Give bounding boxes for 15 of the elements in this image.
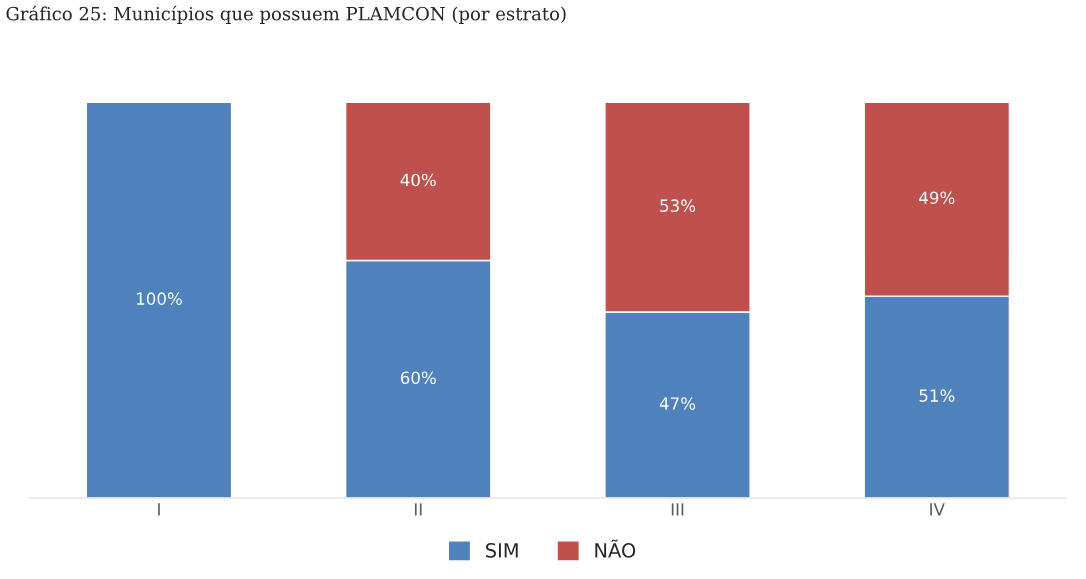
data-label: 53% (660, 199, 696, 212)
bar (85, 101, 233, 498)
data-label: 60% (400, 371, 436, 385)
x-tick-label: II (414, 503, 422, 516)
legend-label: SIM (486, 543, 518, 558)
x-tick-label: III (671, 503, 684, 516)
x-tick-label: I (158, 503, 160, 516)
legend-label: NÃO (595, 539, 636, 558)
data-label: 49% (919, 191, 955, 205)
data-label: 51% (919, 389, 955, 402)
x-tick-label: IV (930, 503, 945, 516)
chart-title: Gráfico 25: Municípios que possuem PLAMCON (por estrato) (6, 5, 566, 24)
data-label: 100% (136, 292, 182, 305)
data-label: 40% (400, 173, 436, 187)
data-label: 47% (659, 397, 696, 410)
